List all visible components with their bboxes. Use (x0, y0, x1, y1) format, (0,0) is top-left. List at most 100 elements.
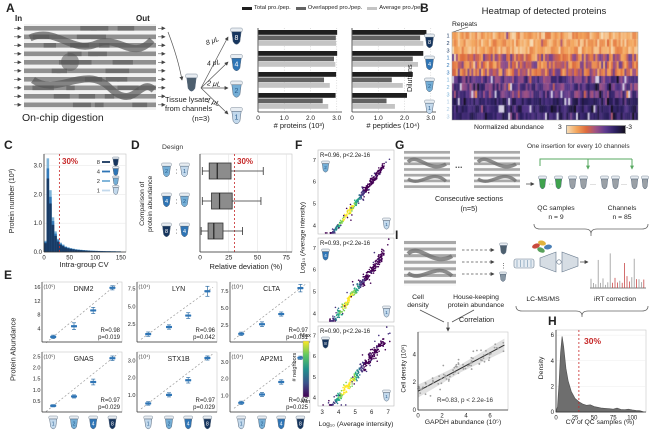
svg-text:2: 2 (183, 199, 186, 205)
panel-f-label: F (295, 138, 303, 152)
svg-text:0.5: 0.5 (33, 399, 41, 405)
d-y-axis-label: Comparison of protein abundance (139, 175, 154, 232)
tube-icon (600, 175, 609, 190)
legend-label: Total pro./pep. (254, 5, 291, 11)
legend-item-average: Average pro./pep. (367, 5, 425, 12)
tube-icon: 1 (48, 415, 58, 430)
svg-text:5.0: 5.0 (128, 304, 136, 310)
bar-chart-legend: Total pro./pep. Overlapped pro./pep. Ave… (242, 5, 442, 12)
c-x-axis-label: Intra-group CV (59, 260, 109, 269)
svg-text:p=0.042: p=0.042 (193, 335, 216, 341)
svg-text:8: 8 (37, 313, 40, 319)
tube-icon: 4 (424, 55, 435, 71)
tube-icon: 4 (321, 248, 330, 261)
svg-text:100: 100 (627, 416, 638, 422)
svg-text:16: 16 (34, 285, 40, 291)
neighbors-colorbar-label: # neighbors (291, 352, 298, 382)
svg-text:p=0.029: p=0.029 (98, 405, 121, 411)
svg-text:1: 1 (446, 100, 449, 106)
svg-text:1.0: 1.0 (34, 221, 43, 227)
svg-text:(10⁴): (10⁴) (139, 285, 151, 291)
svg-text:··: ·· (549, 181, 554, 188)
tube-icon: 4 (276, 415, 286, 430)
svg-text:1.0: 1.0 (221, 393, 229, 399)
svg-text:1: 1 (97, 189, 100, 195)
svg-text:50: 50 (66, 256, 73, 262)
svg-text:(10⁵): (10⁵) (44, 355, 56, 361)
svg-text:6: 6 (313, 268, 316, 274)
svg-text:7: 7 (313, 158, 316, 164)
svg-text:R=0.97: R=0.97 (100, 398, 120, 404)
svg-text:6: 6 (551, 333, 555, 339)
tube-icon: 1 (143, 415, 153, 430)
svg-text:4: 4 (324, 253, 327, 258)
n5-label: (n=5) (460, 204, 478, 213)
svg-text:4: 4 (313, 396, 317, 402)
svg-text:5: 5 (354, 410, 358, 416)
tube-icon: 4 (230, 54, 243, 72)
svg-text:0: 0 (42, 256, 46, 262)
legend-item-total: Total pro./pep. (242, 5, 291, 12)
panel-f-correlation-plots: 4 5 6 7 R=0.96, p<2.2e-16 4 5 6 7 R=0.93, p<2.2e-… (302, 149, 395, 416)
svg-text:6: 6 (370, 410, 374, 416)
svg-text:8: 8 (324, 341, 327, 346)
svg-text:p=0.031: p=0.031 (286, 335, 309, 341)
panel-h-density: 0 2 4 6 0 25 50 75 100 (551, 329, 647, 422)
tube-icon: 8 (202, 415, 213, 430)
panel-g-label: G (395, 138, 405, 152)
svg-text:2: 2 (165, 169, 168, 175)
channels-n-label: n = 85 (612, 214, 632, 221)
svg-text:0: 0 (413, 408, 417, 414)
tube-icon: 8 (161, 222, 172, 238)
svg-text:1: 1 (446, 56, 449, 62)
svg-text:8: 8 (299, 421, 302, 427)
svg-text:6: 6 (313, 354, 316, 360)
tube-icon: 2 (69, 415, 79, 430)
svg-text:2: 2 (168, 421, 171, 427)
svg-text:25: 25 (225, 255, 233, 262)
svg-text:0: 0 (551, 410, 555, 416)
tube-icon: 1 (382, 389, 391, 402)
tube-icon: 2 (230, 80, 243, 98)
svg-text:8: 8 (97, 160, 100, 166)
svg-text:0: 0 (198, 255, 202, 262)
svg-text:75: 75 (610, 416, 617, 422)
svg-text:3: 3 (320, 410, 324, 416)
svg-text:2: 2 (235, 88, 239, 95)
panel-g: ·· ··· ··· (404, 150, 649, 236)
svg-text:p=0.019: p=0.019 (98, 335, 121, 341)
c-y-axis-label: Protein number (10³) (8, 168, 16, 234)
tube-icon: 2 (321, 160, 330, 173)
svg-text:8: 8 (235, 35, 239, 42)
svg-text:1: 1 (52, 421, 55, 427)
svg-text:4: 4 (97, 170, 101, 176)
svg-text:6: 6 (488, 414, 492, 420)
sections-ellipsis: ... (455, 160, 463, 170)
tube-icon: 2 (257, 415, 267, 430)
tube-icon (185, 73, 198, 92)
tube-icon: 1 (382, 305, 391, 318)
correlation-label: Correlation (459, 315, 495, 324)
tube-icon (579, 175, 588, 190)
tube-icon (112, 175, 120, 186)
svg-text:1: 1 (385, 394, 388, 399)
svg-text:4: 4 (187, 421, 190, 427)
tube-icon: 4 (183, 415, 193, 430)
svg-text:DNM2: DNM2 (74, 286, 94, 293)
svg-text:p=0.025: p=0.025 (286, 405, 309, 411)
svg-text:2: 2 (428, 84, 431, 90)
svg-text:CLTA: CLTA (263, 286, 280, 293)
tube-icon (611, 175, 620, 190)
svg-text:0: 0 (416, 414, 420, 420)
legend-label: Overlapped pro./pep. (307, 5, 363, 11)
legend-label: Average pro./pep. (379, 5, 426, 11)
svg-text:5: 5 (313, 375, 316, 381)
f-x-axis-label: Log₁₀ (Average intensity) (318, 421, 394, 428)
svg-text::: : (176, 169, 178, 176)
channels-label: Channels (607, 205, 637, 212)
tube-icon: 4 (179, 222, 190, 238)
tube-icon: 1 (236, 415, 246, 430)
panel-i-schematic: ⋮ (404, 240, 649, 332)
svg-text:2.0: 2.0 (221, 377, 229, 383)
colorbar-label: Normalized abundance (474, 124, 544, 131)
